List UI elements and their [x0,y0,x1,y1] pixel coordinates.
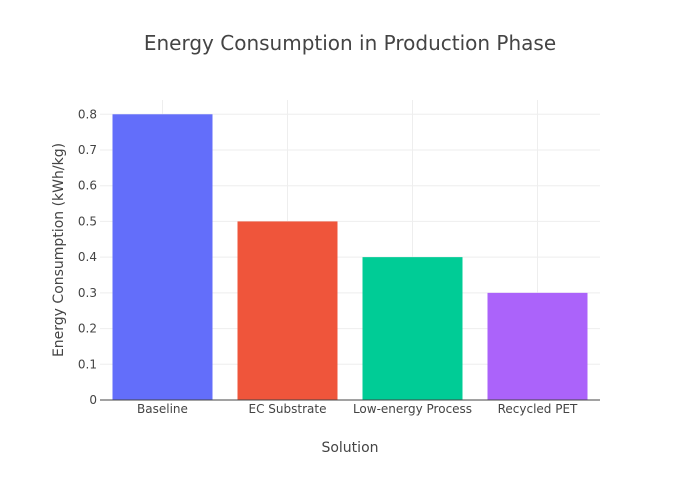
y-tick-label: 0.6 [78,179,97,193]
bar[interactable] [237,221,338,400]
x-tick-label: Baseline [137,402,188,416]
x-axis-title: Solution [321,440,378,456]
y-tick-label: 0 [89,393,97,407]
y-axis-title: Energy Consumption (kWh/kg) [51,143,67,357]
y-tick-label: 0.3 [78,286,97,300]
bar[interactable] [362,257,463,400]
y-tick-label: 0.7 [78,143,97,157]
x-tick-label: EC Substrate [249,402,327,416]
bars-layer [112,114,588,401]
y-tick-label: 0.2 [78,322,97,336]
x-tick-label: Low-energy Process [353,402,472,416]
y-tick-label: 0.4 [78,250,97,264]
chart-title: Energy Consumption in Production Phase [144,31,556,55]
y-tick-label: 0.8 [78,107,97,121]
bar[interactable] [112,114,213,401]
y-tick-label: 0.5 [78,214,97,228]
axis-layer: 0 0.1 0.2 0.3 0.4 0.5 0.6 0.7 0.8 Baseline EC Subs… [78,107,600,416]
y-tick-label: 0.1 [78,357,97,371]
x-tick-label: Recycled PET [498,402,578,416]
bar[interactable] [487,292,588,400]
